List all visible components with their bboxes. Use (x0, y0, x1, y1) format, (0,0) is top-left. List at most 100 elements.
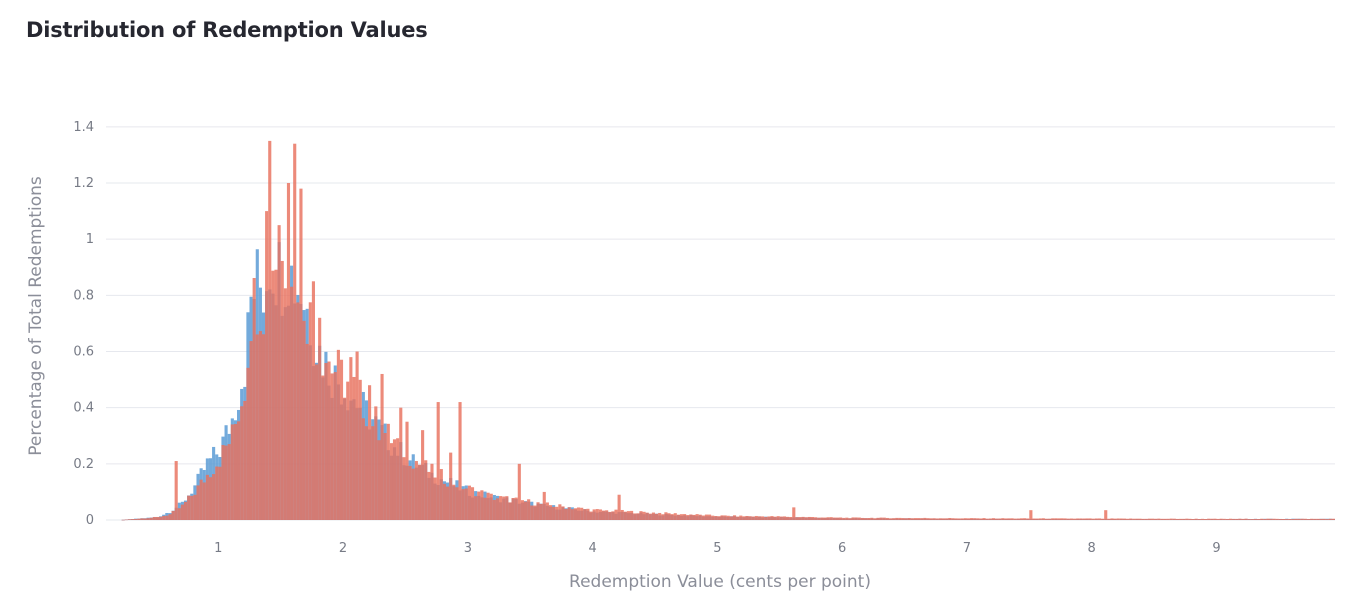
histogram-bar (736, 516, 740, 520)
histogram-bar (1110, 518, 1114, 520)
histogram-bar (776, 516, 780, 520)
histogram-bar (1216, 518, 1220, 520)
histogram-bar (539, 503, 543, 520)
histogram-bar (246, 367, 250, 520)
histogram-bar (1029, 510, 1033, 520)
histogram-bar (1038, 518, 1042, 520)
histogram-bar (1300, 518, 1304, 520)
histogram-bar (374, 406, 378, 520)
histogram-bar (567, 507, 571, 520)
histogram-bar (311, 281, 315, 520)
histogram-bar (1104, 510, 1108, 520)
histogram-bar (611, 511, 615, 520)
histogram-bar (1126, 518, 1130, 520)
histogram-bar (863, 518, 868, 520)
histogram-bar (280, 260, 284, 520)
histogram-bar (215, 466, 219, 520)
histogram-bar (1122, 518, 1127, 520)
histogram-bar (1060, 518, 1064, 520)
histogram-bar (842, 517, 846, 520)
histogram-bar (648, 513, 652, 520)
histogram-bar (205, 474, 209, 520)
histogram-bar (720, 515, 724, 520)
histogram-bar (361, 418, 365, 520)
histogram-bar (1294, 518, 1298, 520)
histogram-bar (692, 514, 696, 520)
histogram-bar (801, 516, 805, 520)
histogram-bar (1150, 518, 1155, 520)
histogram-bar (470, 487, 475, 520)
histogram-bar (196, 485, 200, 520)
histogram-bar (723, 515, 727, 520)
histogram-bar (299, 188, 303, 520)
histogram-bar (661, 514, 665, 520)
x-axis-title: Redemption Value (cents per point) (569, 572, 871, 592)
histogram-bar (1023, 518, 1027, 520)
histogram-bar (424, 460, 428, 520)
y-tick-label: 1.4 (73, 120, 94, 135)
histogram-bar (483, 497, 487, 520)
histogram-bar (499, 496, 503, 520)
histogram-bar (839, 517, 843, 520)
histogram-bar (174, 461, 178, 520)
histogram-bar (1026, 518, 1030, 520)
histogram-bar (421, 430, 425, 520)
histogram-bar (1219, 518, 1223, 520)
histogram-bar (552, 506, 556, 520)
histogram-bar (324, 363, 328, 520)
histogram-bar (761, 516, 765, 520)
histogram-bar (1041, 518, 1045, 520)
histogram-bar (386, 423, 390, 520)
histogram-bar (1004, 518, 1008, 520)
histogram-bar (364, 426, 369, 520)
histogram-bar (982, 518, 986, 520)
histogram-bar (1069, 518, 1073, 520)
histogram-bar (1185, 518, 1189, 520)
x-tick-label: 1 (214, 541, 222, 556)
histogram-bar (511, 498, 515, 520)
histogram-bar (1207, 518, 1211, 520)
histogram-bar (168, 514, 172, 520)
histogram-bar (1016, 518, 1020, 520)
x-tick-label: 5 (713, 541, 721, 556)
histogram-bar (689, 514, 693, 520)
histogram-bar (165, 515, 169, 520)
histogram-bar (555, 506, 559, 520)
histogram-bar (592, 509, 596, 520)
histogram-bar (1079, 518, 1083, 520)
histogram-bar (701, 515, 705, 520)
histogram-bar (614, 509, 618, 520)
histogram-bar (1001, 518, 1005, 520)
histogram-bar (860, 517, 864, 520)
histogram-bar (664, 512, 668, 520)
histogram-bar (851, 517, 855, 520)
histogram-bar (237, 421, 241, 520)
histogram-bar (1166, 518, 1170, 520)
histogram-bar (533, 505, 537, 520)
histogram-bar (617, 494, 621, 520)
histogram-bar (633, 513, 637, 520)
histogram-bar (973, 518, 977, 520)
histogram-bar (302, 320, 306, 520)
histogram-bar (857, 517, 861, 520)
histogram-bar (346, 381, 350, 520)
histogram-bar (433, 477, 437, 520)
histogram-bar (995, 518, 999, 520)
histogram-bar (626, 511, 631, 520)
histogram-bar (670, 514, 674, 520)
histogram-bar (130, 519, 135, 520)
histogram-bar (177, 508, 181, 520)
histogram-bar (1266, 518, 1270, 520)
histogram-bar (212, 474, 216, 520)
histogram-bar (399, 407, 403, 520)
histogram-bar (885, 517, 889, 520)
histogram-bar (371, 426, 375, 520)
histogram-bar (742, 516, 746, 520)
histogram-bar (202, 482, 206, 520)
histogram-bar (923, 517, 927, 520)
histogram-bar (1132, 518, 1136, 520)
histogram-bar (1319, 518, 1323, 520)
histogram-bar (1085, 518, 1089, 520)
histogram-bar (948, 517, 952, 520)
histogram-bar (845, 517, 849, 520)
